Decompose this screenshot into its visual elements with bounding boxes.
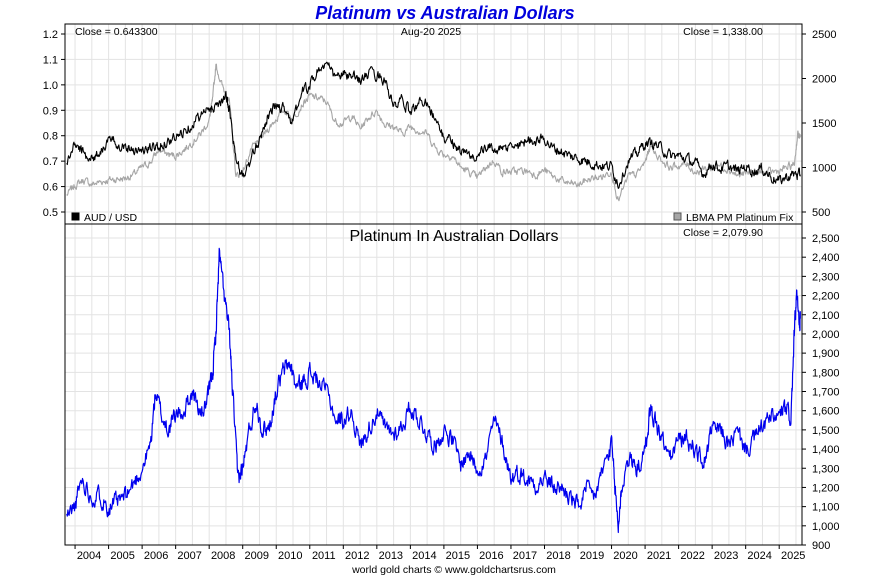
y-left-tick-label: 0.6 — [43, 182, 58, 194]
top-close-left-label: Close = 0.643300 — [75, 26, 158, 38]
x-tick-label: 2024 — [747, 550, 771, 562]
y-left-tick-label: 1.1 — [43, 54, 58, 66]
x-tick-label: 2025 — [781, 550, 805, 562]
legend-swatch-aud — [71, 212, 80, 221]
x-tick-label: 2019 — [580, 550, 604, 562]
x-tick-label: 2016 — [479, 550, 503, 562]
y-right-tick-label: 2,200 — [812, 291, 840, 303]
legend-label-aud: AUD / USD — [84, 212, 138, 224]
x-tick-label: 2012 — [345, 550, 369, 562]
platinum-usd-series-line — [66, 63, 801, 202]
platinum-aud-series-line — [66, 247, 801, 534]
y-right-tick-label: 1,700 — [812, 387, 840, 399]
y-right-tick-label: 2,300 — [812, 271, 840, 283]
y-right-tick-label: 1500 — [812, 118, 836, 130]
y-left-tick-label: 1.2 — [43, 29, 58, 41]
x-tick-label: 2014 — [412, 550, 436, 562]
legend-swatch-platinum — [673, 212, 682, 221]
y-right-tick-label: 1,600 — [812, 406, 840, 418]
x-tick-label: 2010 — [278, 550, 302, 562]
top-close-right-label: Close = 1,338.00 — [683, 26, 763, 38]
y-right-tick-label: 2,500 — [812, 233, 840, 245]
y-right-tick-label: 1000 — [812, 163, 836, 175]
x-tick-label: 2009 — [244, 550, 268, 562]
bottom-panel-frame — [64, 223, 803, 546]
y-left-tick-label: 0.8 — [43, 131, 58, 143]
x-tick-label: 2006 — [144, 550, 168, 562]
y-right-tick-label: 2000 — [812, 74, 836, 86]
y-right-tick-label: 900 — [812, 540, 830, 552]
x-tick-label: 2007 — [177, 550, 201, 562]
y-left-tick-label: 1.0 — [43, 80, 58, 92]
y-right-tick-label: 1,000 — [812, 521, 840, 533]
x-tick-label: 2008 — [211, 550, 235, 562]
y-right-tick-label: 1,500 — [812, 425, 840, 437]
y-right-tick-label: 1,900 — [812, 348, 840, 360]
aud-usd-series-line — [66, 61, 801, 189]
y-right-tick-label: 2,400 — [812, 252, 840, 264]
x-tick-label: 2017 — [513, 550, 537, 562]
y-right-tick-label: 1,300 — [812, 463, 840, 475]
y-left-tick-label: 0.5 — [43, 207, 58, 219]
y-right-tick-label: 2,100 — [812, 310, 840, 322]
y-right-tick-label: 2500 — [812, 29, 836, 41]
footer-credit: world gold charts © www.goldchartsrus.co… — [351, 564, 556, 575]
x-tick-label: 2022 — [680, 550, 704, 562]
bottom-close-right-label: Close = 2,079.90 — [683, 227, 763, 239]
y-right-tick-label: 1,100 — [812, 502, 840, 514]
y-left-tick-label: 0.9 — [43, 105, 58, 117]
y-right-tick-label: 1,800 — [812, 367, 840, 379]
y-right-tick-label: 2,000 — [812, 329, 840, 341]
y-left-tick-label: 0.7 — [43, 156, 58, 168]
x-tick-label: 2021 — [647, 550, 671, 562]
grid-lines — [65, 24, 802, 546]
y-right-tick-label: 1,200 — [812, 482, 840, 494]
legend-label-platinum: LBMA PM Platinum Fix — [686, 212, 794, 224]
x-tick-label: 2011 — [312, 550, 336, 562]
x-tick-label: 2013 — [379, 550, 403, 562]
y-right-tick-label: 1,400 — [812, 444, 840, 456]
x-tick-label: 2020 — [613, 550, 637, 562]
bottom-panel-title: Platinum In Australian Dollars — [350, 228, 559, 245]
y-right-tick-label: 500 — [812, 207, 830, 219]
top-date-label: Aug-20 2025 — [401, 26, 461, 38]
x-tick-label: 2018 — [546, 550, 570, 562]
x-tick-label: 2005 — [110, 550, 134, 562]
chart-title: Platinum vs Australian Dollars — [315, 3, 574, 23]
x-tick-label: 2023 — [714, 550, 738, 562]
x-tick-label: 2004 — [77, 550, 101, 562]
x-tick-label: 2015 — [446, 550, 470, 562]
